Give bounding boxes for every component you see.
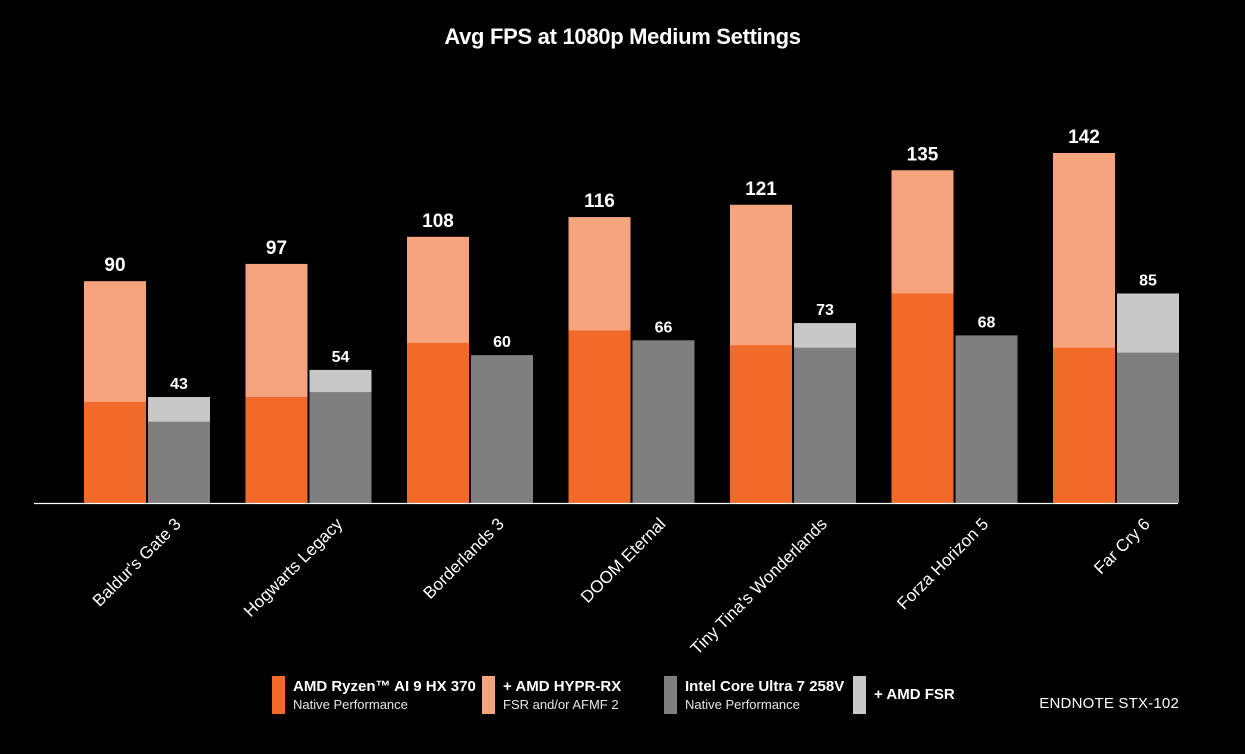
legend-label: AMD Ryzen™ AI 9 HX 370 bbox=[293, 678, 476, 695]
legend-label: + AMD FSR bbox=[874, 686, 955, 703]
data-label-amd: 97 bbox=[266, 238, 287, 259]
endnote: ENDNOTE STX-102 bbox=[1039, 695, 1179, 712]
data-label-amd: 142 bbox=[1068, 127, 1100, 148]
data-label-amd: 135 bbox=[907, 144, 939, 165]
legend-label: + AMD HYPR-RX bbox=[503, 678, 622, 695]
bar-amd-native bbox=[84, 401, 146, 503]
data-label-amd: 121 bbox=[745, 179, 777, 200]
legend-swatch bbox=[482, 676, 495, 714]
legend-sublabel: FSR and/or AFMF 2 bbox=[503, 697, 619, 712]
bar-amd-native bbox=[245, 397, 308, 503]
x-tick-label: Baldur's Gate 3 bbox=[89, 514, 185, 610]
bar-intel-native bbox=[632, 340, 695, 503]
x-tick-label: Hogwarts Legacy bbox=[240, 514, 347, 621]
bar-intel-native bbox=[1117, 352, 1179, 503]
data-label-intel: 43 bbox=[170, 376, 188, 393]
bar-amd-native bbox=[891, 293, 954, 503]
bar-intel-native bbox=[955, 335, 1018, 503]
legend-swatch bbox=[664, 676, 677, 714]
data-label-intel: 54 bbox=[332, 349, 350, 366]
bar-intel-native bbox=[471, 355, 533, 503]
bar-intel-native bbox=[309, 392, 372, 503]
x-tick-label: DOOM Eternal bbox=[577, 514, 669, 606]
legend-swatch bbox=[853, 676, 866, 714]
x-tick-label: Tiny Tina's Wonderlands bbox=[687, 514, 831, 658]
data-label-intel: 85 bbox=[1139, 272, 1157, 289]
legend-swatch bbox=[272, 676, 285, 714]
data-label-intel: 68 bbox=[978, 314, 996, 331]
data-label-intel: 73 bbox=[816, 302, 834, 319]
legend-sublabel: Native Performance bbox=[293, 697, 408, 712]
x-tick-label: Far Cry 6 bbox=[1090, 514, 1154, 578]
legend-sublabel: Native Performance bbox=[685, 697, 800, 712]
data-label-amd: 116 bbox=[584, 191, 615, 212]
bar-amd-native bbox=[407, 342, 469, 503]
legend-label: Intel Core Ultra 7 258V bbox=[685, 678, 845, 695]
x-tick-label: Borderlands 3 bbox=[420, 514, 508, 602]
data-label-intel: 66 bbox=[655, 319, 673, 336]
bar-amd-native bbox=[1053, 347, 1115, 503]
bar-amd-native bbox=[568, 330, 631, 503]
x-tick-label: Forza Horizon 5 bbox=[893, 514, 992, 613]
data-label-intel: 60 bbox=[493, 334, 511, 351]
data-label-amd: 108 bbox=[422, 211, 454, 232]
chart-title: Avg FPS at 1080p Medium Settings bbox=[444, 24, 801, 49]
bar-intel-native bbox=[794, 347, 856, 503]
bar-amd-native bbox=[730, 345, 792, 503]
bar-intel-native bbox=[148, 421, 210, 503]
data-label-amd: 90 bbox=[104, 255, 125, 276]
